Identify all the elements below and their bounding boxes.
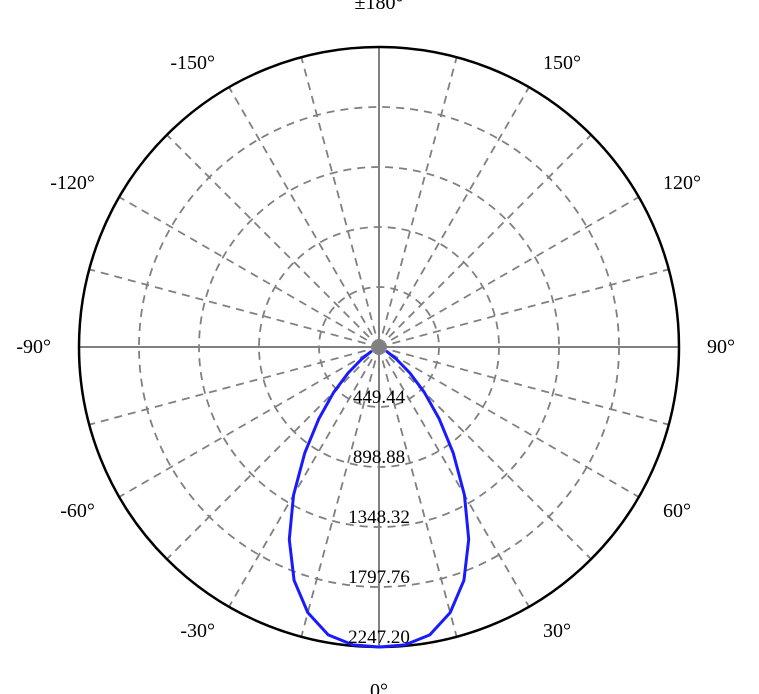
radial-tick-label: 898.88 xyxy=(353,447,405,468)
polar-chart: ±180° -150° -120° -90° -60° -30° 0° 30° 60° 90° 12… xyxy=(0,0,759,694)
angle-tick-label: 0° xyxy=(370,680,388,694)
angle-tick-label: -30° xyxy=(180,620,215,642)
angle-tick-label: 60° xyxy=(663,500,691,522)
angle-tick-label: ±180° xyxy=(355,0,404,14)
radial-tick-label: 1348.32 xyxy=(348,507,410,528)
angle-tick-label: 30° xyxy=(543,620,571,642)
angle-tick-label: 90° xyxy=(707,336,735,358)
angle-tick-label: 150° xyxy=(543,52,581,74)
radial-tick-label: 449.44 xyxy=(353,387,406,408)
angle-tick-label: -90° xyxy=(16,336,51,358)
grid xyxy=(79,47,679,647)
radial-tick-label: 1797.76 xyxy=(348,567,410,588)
angle-tick-label: -120° xyxy=(50,172,95,194)
radial-tick-label: 2247.20 xyxy=(348,627,410,648)
angle-tick-label: 120° xyxy=(663,172,701,194)
angle-tick-label: -60° xyxy=(60,500,95,522)
angle-tick-label: -150° xyxy=(170,52,215,74)
